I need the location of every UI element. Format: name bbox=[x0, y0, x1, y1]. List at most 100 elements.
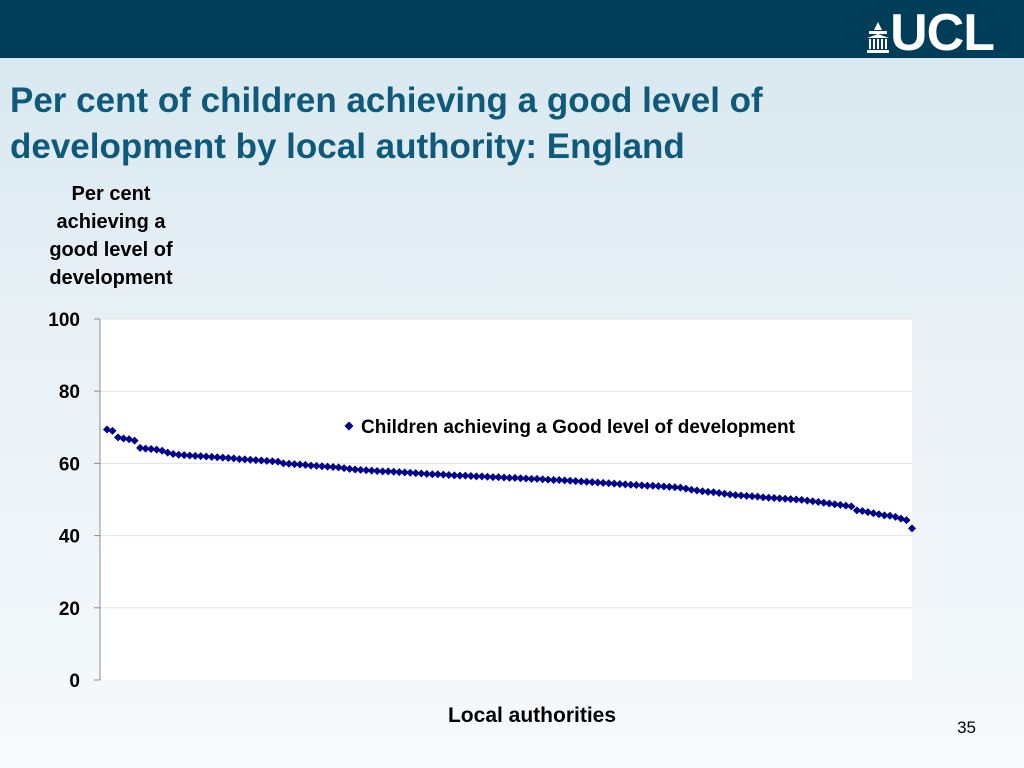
data-point bbox=[687, 485, 696, 494]
data-point bbox=[444, 470, 453, 479]
axes bbox=[94, 318, 101, 681]
data-point bbox=[715, 489, 724, 498]
y-tick-label: 0 bbox=[69, 671, 80, 692]
y-tick-label: 60 bbox=[59, 454, 80, 475]
data-point bbox=[268, 457, 277, 466]
data-point bbox=[472, 472, 481, 481]
data-point bbox=[362, 466, 371, 475]
data-point bbox=[251, 456, 260, 465]
data-point bbox=[356, 465, 365, 474]
data-point bbox=[136, 443, 145, 452]
legend-label: Children achieving a Good level of devel… bbox=[361, 417, 796, 438]
data-point bbox=[185, 451, 194, 460]
data-point bbox=[433, 470, 442, 479]
data-point bbox=[632, 481, 641, 490]
data-point bbox=[808, 497, 817, 506]
data-point bbox=[797, 495, 806, 504]
data-point bbox=[152, 445, 161, 454]
data-point bbox=[566, 476, 575, 485]
data-point bbox=[196, 452, 205, 461]
data-point bbox=[737, 491, 746, 500]
data-point bbox=[792, 495, 801, 504]
gridlines bbox=[100, 318, 912, 609]
data-point bbox=[615, 479, 624, 488]
data-point bbox=[246, 455, 255, 464]
data-point bbox=[373, 466, 382, 475]
data-point bbox=[411, 469, 420, 478]
header-band bbox=[0, 0, 1024, 58]
data-point bbox=[626, 480, 635, 489]
ucl-logo: UCL bbox=[866, 7, 995, 59]
data-point bbox=[191, 451, 200, 460]
data-point bbox=[764, 493, 773, 502]
data-point bbox=[582, 477, 591, 486]
data-point bbox=[439, 470, 448, 479]
data-point bbox=[130, 436, 139, 445]
data-point bbox=[681, 484, 690, 493]
data-point bbox=[885, 511, 894, 520]
data-point bbox=[703, 487, 712, 496]
data-point bbox=[522, 474, 531, 483]
data-point bbox=[549, 476, 558, 485]
data-point bbox=[417, 469, 426, 478]
data-point bbox=[803, 496, 812, 505]
data-point bbox=[748, 492, 757, 501]
data-point bbox=[869, 509, 878, 518]
data-point bbox=[284, 459, 293, 468]
data-point bbox=[240, 455, 249, 464]
data-point bbox=[384, 467, 393, 476]
data-point bbox=[841, 501, 850, 510]
data-point bbox=[406, 468, 415, 477]
data-point bbox=[720, 489, 729, 498]
data-point bbox=[163, 448, 172, 457]
data-point bbox=[825, 499, 834, 508]
data-point bbox=[880, 511, 889, 520]
data-point bbox=[114, 433, 123, 442]
data-point bbox=[224, 453, 233, 462]
data-point bbox=[692, 486, 701, 495]
data-point bbox=[759, 493, 768, 502]
data-point bbox=[726, 490, 735, 499]
data-point bbox=[119, 434, 128, 443]
y-tick-label: 80 bbox=[59, 382, 80, 403]
data-point bbox=[466, 472, 475, 481]
data-point bbox=[588, 478, 597, 487]
data-point bbox=[836, 500, 845, 509]
data-point bbox=[637, 481, 646, 490]
data-point bbox=[544, 475, 553, 484]
data-point bbox=[141, 444, 150, 453]
data-point bbox=[334, 463, 343, 472]
data-point bbox=[428, 470, 437, 479]
data-point bbox=[389, 467, 398, 476]
data-point bbox=[400, 468, 409, 477]
data-point bbox=[621, 480, 630, 489]
portico-icon bbox=[867, 22, 890, 53]
data-point bbox=[450, 471, 459, 480]
slide-title: Per cent of children achieving a good le… bbox=[10, 81, 763, 166]
data-point bbox=[643, 481, 652, 490]
data-point bbox=[213, 453, 222, 462]
data-point bbox=[676, 483, 685, 492]
data-point bbox=[312, 461, 321, 470]
data-point bbox=[262, 456, 271, 465]
data-point bbox=[852, 506, 861, 515]
data-point bbox=[290, 460, 299, 469]
data-point bbox=[731, 491, 740, 500]
y-tick-labels: 100 80 60 40 20 0 bbox=[48, 310, 80, 692]
data-point bbox=[108, 426, 117, 435]
data-point bbox=[908, 524, 916, 533]
data-point bbox=[279, 459, 288, 468]
data-point bbox=[538, 475, 547, 484]
data-point bbox=[770, 494, 779, 503]
data-point bbox=[775, 494, 784, 503]
legend: Children achieving a Good level of devel… bbox=[344, 417, 796, 438]
data-point bbox=[295, 460, 304, 469]
data-point bbox=[202, 452, 211, 461]
data-point bbox=[863, 508, 872, 517]
data-point bbox=[896, 514, 905, 523]
data-point bbox=[235, 455, 244, 464]
y-tick-label: 40 bbox=[59, 527, 80, 548]
data-point bbox=[577, 477, 586, 486]
data-point bbox=[422, 469, 431, 478]
data-point bbox=[599, 478, 608, 487]
